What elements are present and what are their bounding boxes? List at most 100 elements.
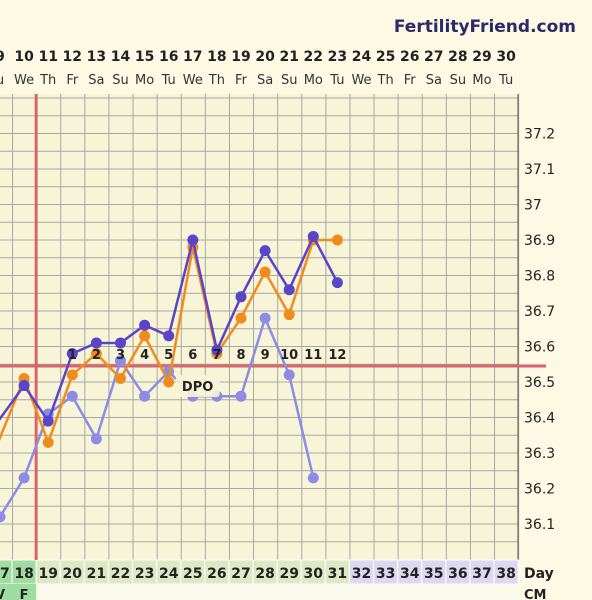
- weekday-label: Fr: [404, 73, 417, 88]
- calendar-date-label: 9: [0, 49, 5, 65]
- cycle-day-label: 31: [328, 566, 347, 582]
- y-tick-label: 36.6: [524, 340, 555, 356]
- calendar-date-label: 23: [328, 49, 347, 65]
- calendar-date-label: 22: [304, 49, 323, 65]
- series-point: [235, 312, 247, 324]
- cycle-day-label: 24: [159, 566, 179, 582]
- calendar-date-label: 26: [400, 49, 419, 65]
- weekday-label: Mo: [135, 73, 154, 88]
- weekday-label: Sa: [88, 73, 104, 88]
- dpo-number-label: 11: [304, 348, 322, 363]
- axis-cm-label: CM: [524, 588, 546, 600]
- dpo-number-label: 2: [92, 348, 101, 363]
- brand-logo-text: FertilityFriend.com: [394, 17, 576, 37]
- calendar-date-label: 19: [231, 49, 250, 65]
- series-point: [259, 245, 271, 257]
- y-tick-label: 36.7: [524, 304, 555, 320]
- series-point: [283, 309, 295, 321]
- cycle-day-label: 38: [496, 566, 515, 582]
- dpo-label-bg: [175, 375, 220, 397]
- series-point: [66, 348, 78, 360]
- weekday-label: Tu: [329, 73, 344, 88]
- series-point: [187, 234, 199, 246]
- calendar-date-label: 10: [14, 49, 34, 65]
- series-point: [115, 372, 126, 384]
- cycle-day-label: 23: [135, 566, 154, 582]
- calendar-date-label: 24: [352, 49, 372, 65]
- y-tick-label: 37: [524, 198, 542, 214]
- weekday-label: Fr: [235, 73, 248, 88]
- cycle-day-cell: [11, 559, 37, 585]
- cycle-day-label: 32: [352, 566, 371, 582]
- cycle-day-cell: [421, 559, 447, 585]
- weekday-label: Th: [39, 73, 56, 88]
- y-tick-label: 36.8: [524, 269, 555, 285]
- dpo-number-label: 8: [236, 348, 245, 363]
- series-point: [66, 369, 78, 381]
- weekday-label: u: [0, 73, 4, 88]
- weekday-label: Th: [377, 73, 394, 88]
- cycle-day-label: 21: [87, 566, 106, 582]
- weekday-label: We: [183, 73, 203, 88]
- calendar-date-label: 18: [207, 49, 226, 65]
- calendar-date-label: 17: [183, 49, 202, 65]
- dpo-number-label: 4: [140, 348, 149, 363]
- series-point: [0, 511, 6, 523]
- cycle-day-cell: [156, 559, 182, 585]
- series-point: [115, 337, 126, 349]
- weekday-label: We: [351, 73, 371, 88]
- cm-fertile-cells: [0, 584, 37, 600]
- chart-grid: [0, 94, 520, 560]
- plot-background: [0, 94, 518, 560]
- series-point: [90, 337, 102, 349]
- weekday-label: Su: [450, 73, 467, 88]
- weekday-label: Tu: [161, 73, 176, 88]
- dpo-number-label: 9: [261, 348, 270, 363]
- calendar-date-label: 29: [472, 49, 491, 65]
- dpo-label: DPO: [182, 380, 213, 395]
- series-point: [259, 266, 271, 278]
- dpo-number-label: 7: [212, 348, 221, 363]
- cycle-day-cell: [180, 559, 206, 585]
- dpo-number-label: 3: [116, 348, 125, 363]
- series-point: [42, 415, 54, 427]
- cycle-day-label: 25: [183, 566, 202, 582]
- calendar-date-label: 13: [87, 49, 106, 65]
- series-point: [331, 277, 343, 289]
- cycle-day-label: 26: [207, 566, 226, 582]
- y-tick-label: 37.2: [524, 127, 555, 143]
- series-point: [259, 312, 271, 324]
- chart-labels: 9101112131415161718192021222324252627282…: [0, 49, 555, 600]
- series-point: [66, 390, 78, 402]
- weekday-label: Sa: [426, 73, 442, 88]
- cycle-day-label: 37: [472, 566, 491, 582]
- series-point: [163, 330, 175, 342]
- y-tick-label: 36.4: [524, 411, 555, 427]
- series-point: [307, 230, 319, 242]
- dpo-number-label: 5: [164, 348, 173, 363]
- calendar-date-label: 16: [159, 49, 178, 65]
- cm-mark-label: F: [20, 588, 29, 600]
- calendar-date-label: 28: [448, 49, 467, 65]
- y-tick-label: 37.1: [524, 162, 555, 178]
- weekday-label: Mo: [472, 73, 491, 88]
- cycle-day-label: 19: [38, 566, 57, 582]
- weekday-label: Fr: [66, 73, 79, 88]
- series-point: [283, 369, 295, 381]
- calendar-date-label: 21: [279, 49, 298, 65]
- weekday-label: We: [14, 73, 34, 88]
- calendar-date-label: 27: [424, 49, 443, 65]
- cycle-day-label: 20: [63, 566, 83, 582]
- cycle-day-label: 34: [400, 566, 420, 582]
- y-tick-label: 36.3: [524, 446, 555, 462]
- series-point: [115, 355, 126, 367]
- weekday-label: Th: [208, 73, 225, 88]
- cycle-day-cell: [397, 559, 423, 585]
- cycle-day-label: 33: [376, 566, 395, 582]
- weekday-label: Mo: [304, 73, 323, 88]
- calendar-date-label: 11: [38, 49, 57, 65]
- temperature-series: [0, 230, 343, 523]
- series-point: [235, 390, 247, 402]
- weekday-label: Tu: [498, 73, 513, 88]
